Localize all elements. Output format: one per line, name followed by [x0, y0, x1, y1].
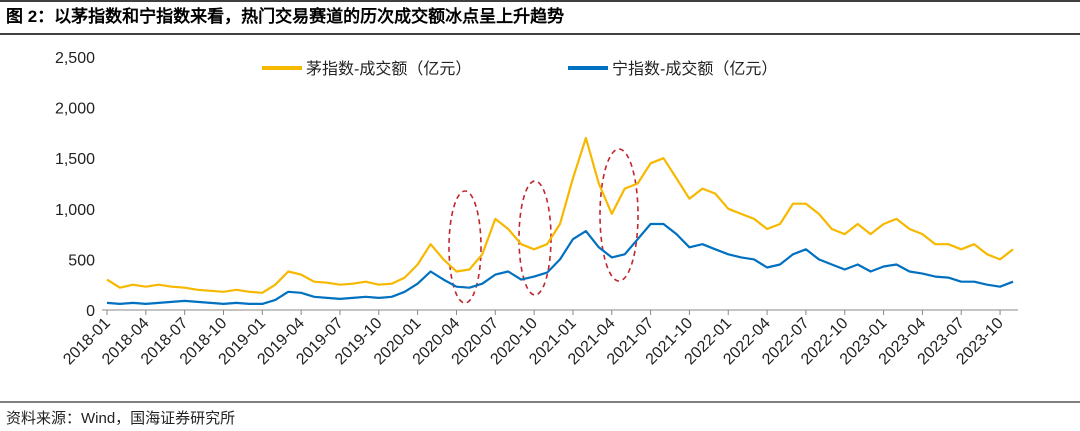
y-tick-label: 2,500	[55, 50, 95, 67]
legend-label: 茅指数-成交额（亿元）	[306, 60, 471, 78]
y-tick-label: 500	[68, 252, 95, 269]
y-tick-label: 1,500	[55, 151, 95, 168]
annotations	[448, 148, 639, 304]
y-tick-label: 2,000	[55, 101, 95, 118]
chart-title: 图 2：以茅指数和宁指数来看，热门交易赛道的历次成交额冰点呈上升趋势	[6, 6, 564, 26]
y-tick-label: 0	[86, 303, 95, 320]
y-tick-label: 1,000	[55, 202, 95, 219]
legend-label: 宁指数-成交额（亿元）	[612, 60, 777, 78]
source: 资料来源：Wind，国海证券研究所	[6, 410, 235, 427]
ellipse-annotation	[448, 190, 482, 304]
series-line	[106, 136, 1014, 294]
ellipse-annotation	[599, 148, 639, 282]
series-line	[106, 222, 1014, 305]
